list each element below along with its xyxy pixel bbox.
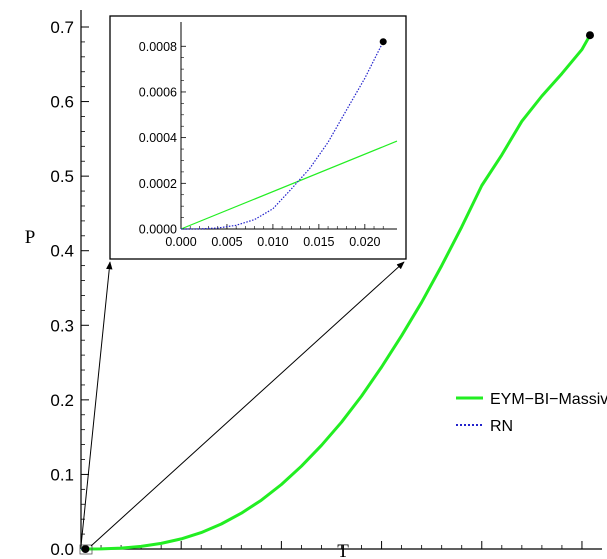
endpoint-marker [585, 31, 594, 40]
inset-series-line-rn [180, 41, 384, 230]
y-tick-label: 0.2 [50, 391, 74, 410]
inset-y-tick-label: 0.0000 [139, 223, 177, 237]
legend-label: RN [490, 418, 513, 435]
y-tick-label: 0.5 [50, 167, 74, 186]
series-line-eym-bi-massive [80, 34, 592, 551]
zoom-arrow-right [90, 261, 405, 547]
legend: EYM−BI−Massive RN [456, 391, 607, 435]
zoom-arrow-left [80, 261, 113, 547]
y-tick-label: 0.7 [50, 18, 74, 37]
y-tick-label: 0.6 [50, 93, 74, 112]
y-tick-label: 0.0 [50, 540, 74, 559]
inset-x-tick-label: 0.010 [257, 235, 288, 249]
inset-x-tick-label: 0.005 [211, 235, 242, 249]
inset-x-tick-label: 0.015 [303, 235, 334, 249]
inset-y-tick-label: 0.0008 [139, 40, 177, 54]
y-axis-label: P [25, 227, 36, 248]
inset-y-tick-label: 0.0002 [139, 177, 177, 191]
x-axis-label: T [337, 541, 349, 559]
inset-x-tick-label: 0.000 [165, 235, 196, 249]
endpoint-marker [81, 545, 90, 553]
legend-label: EYM−BI−Massive [490, 391, 607, 408]
inset-y-tick-label: 0.0006 [139, 85, 177, 99]
y-tick-label: 0.3 [50, 316, 74, 335]
y-tick-label: 0.1 [50, 465, 74, 484]
inset-x-tick-label: 0.020 [349, 235, 380, 249]
inset-series-line-eym-bi-massive [180, 140, 398, 230]
inset-y-tick-label: 0.0004 [139, 131, 177, 145]
inset-panel [109, 15, 407, 260]
y-tick-label: 0.4 [50, 242, 74, 261]
inset-endpoint-marker [379, 38, 387, 46]
zoom-region-box [79, 544, 93, 555]
